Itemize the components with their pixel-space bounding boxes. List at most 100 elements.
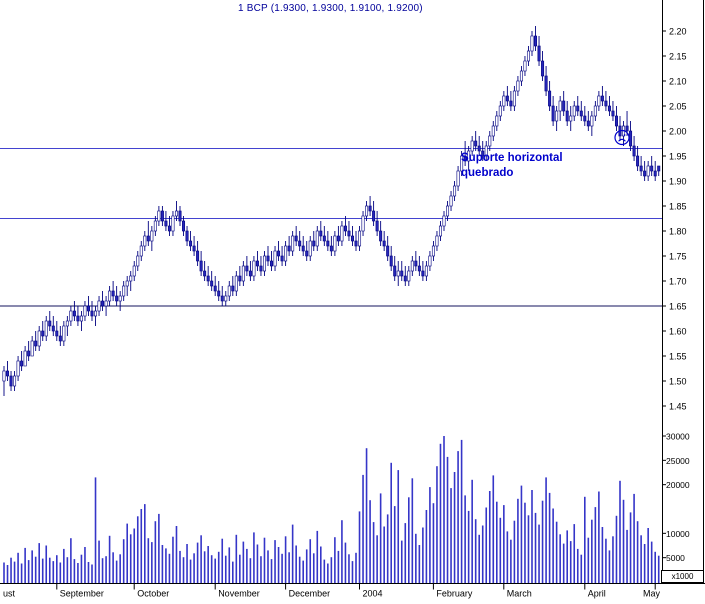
- candle-body: [111, 290, 115, 297]
- volume-bar: [94, 477, 97, 584]
- volume-bar: [63, 548, 65, 584]
- volume-bar: [450, 488, 452, 584]
- month-label: ust: [3, 589, 16, 599]
- volume-bar: [147, 538, 150, 584]
- candle-body: [548, 90, 552, 107]
- price-tick-label: 2.05: [669, 102, 687, 112]
- candle-body: [118, 295, 122, 302]
- candle-body: [213, 285, 217, 292]
- volume-bar: [587, 537, 590, 584]
- volume-bar: [397, 470, 400, 584]
- volume-bar: [496, 501, 498, 584]
- volume-bar: [144, 504, 146, 584]
- candle-body: [139, 245, 143, 257]
- candle-body: [467, 150, 471, 162]
- candle-body: [44, 320, 48, 337]
- candle-body: [523, 60, 527, 72]
- volume-bar: [474, 519, 477, 584]
- volume-bar: [228, 547, 231, 584]
- volume-bar: [608, 550, 611, 584]
- volume-bar: [369, 500, 371, 584]
- candle-body: [424, 265, 428, 277]
- volume-bar: [281, 553, 283, 584]
- volume-bar: [200, 535, 202, 584]
- candle-body: [636, 155, 640, 167]
- volume-bar: [312, 553, 315, 584]
- candle-body: [643, 170, 647, 177]
- candle-body: [646, 165, 650, 177]
- volume-bar: [355, 552, 357, 584]
- candle-body: [72, 310, 76, 317]
- candle-body: [597, 95, 601, 107]
- volume-bar: [323, 559, 326, 584]
- volume-bar: [640, 535, 642, 584]
- volume-bar: [108, 535, 111, 584]
- volume-bar: [552, 508, 554, 584]
- candle-body: [153, 220, 157, 232]
- volume-bar: [27, 560, 30, 584]
- candle-body: [83, 305, 87, 317]
- candle-body: [502, 95, 506, 107]
- candle-body: [438, 225, 442, 237]
- month-label: October: [137, 589, 169, 599]
- candle-body: [600, 95, 604, 102]
- candle-body: [284, 245, 288, 262]
- sad-face-mouth: [618, 138, 626, 142]
- candle-body: [410, 260, 414, 272]
- volume-bar: [341, 520, 343, 584]
- volume-bar: [161, 545, 164, 584]
- price-tick-label: 2.20: [669, 27, 687, 37]
- volume-bar: [41, 558, 44, 584]
- volume-bar: [485, 507, 488, 584]
- volume-bar: [636, 521, 639, 584]
- volume-bar: [196, 542, 199, 584]
- volume-bar: [379, 493, 382, 584]
- volume-bar: [534, 512, 537, 584]
- candle-body: [509, 100, 513, 107]
- candle-body: [530, 35, 534, 52]
- candle-body: [417, 265, 421, 272]
- volume-bar: [129, 534, 132, 584]
- volume-bar: [284, 536, 287, 584]
- candle-body: [146, 235, 150, 242]
- volume-bar: [24, 547, 26, 584]
- candle-body: [203, 270, 207, 277]
- candle-body: [231, 285, 235, 292]
- candle-body: [312, 240, 316, 247]
- candle-body: [393, 265, 397, 277]
- candle-body: [122, 285, 126, 297]
- volume-bar: [559, 534, 561, 584]
- candle-body: [171, 215, 175, 232]
- candle-body: [607, 105, 611, 112]
- sad-face-right-eye: [623, 134, 626, 136]
- candle-body: [252, 260, 256, 277]
- candle-body: [428, 255, 432, 267]
- volume-bar: [193, 553, 195, 584]
- volume-bar: [460, 439, 463, 584]
- volume-bar: [365, 448, 368, 584]
- volume-series: [3, 436, 660, 584]
- volume-bar: [59, 562, 62, 584]
- candle-body: [614, 115, 618, 127]
- volume-bar: [598, 491, 600, 584]
- volume-bar: [277, 547, 280, 584]
- candle-body: [319, 230, 323, 237]
- volume-bar: [175, 526, 178, 584]
- sad-face-icon[interactable]: [614, 129, 630, 146]
- candle-body: [576, 105, 580, 112]
- volume-bar: [207, 546, 209, 584]
- volume-bar: [432, 503, 435, 584]
- volume-bar: [136, 516, 139, 584]
- volume-tick-label: 25000: [666, 456, 690, 466]
- volume-bar: [647, 528, 649, 584]
- candle-body: [234, 275, 238, 292]
- volume-bar: [439, 443, 442, 584]
- volume-bar: [548, 492, 551, 584]
- volume-bar: [3, 562, 5, 584]
- volume-bar: [429, 487, 431, 584]
- support-annotation[interactable]: Suporte horizontal quebrado: [461, 151, 563, 181]
- candle-body: [136, 255, 140, 267]
- volume-bar: [569, 541, 572, 584]
- candle-body: [653, 170, 657, 177]
